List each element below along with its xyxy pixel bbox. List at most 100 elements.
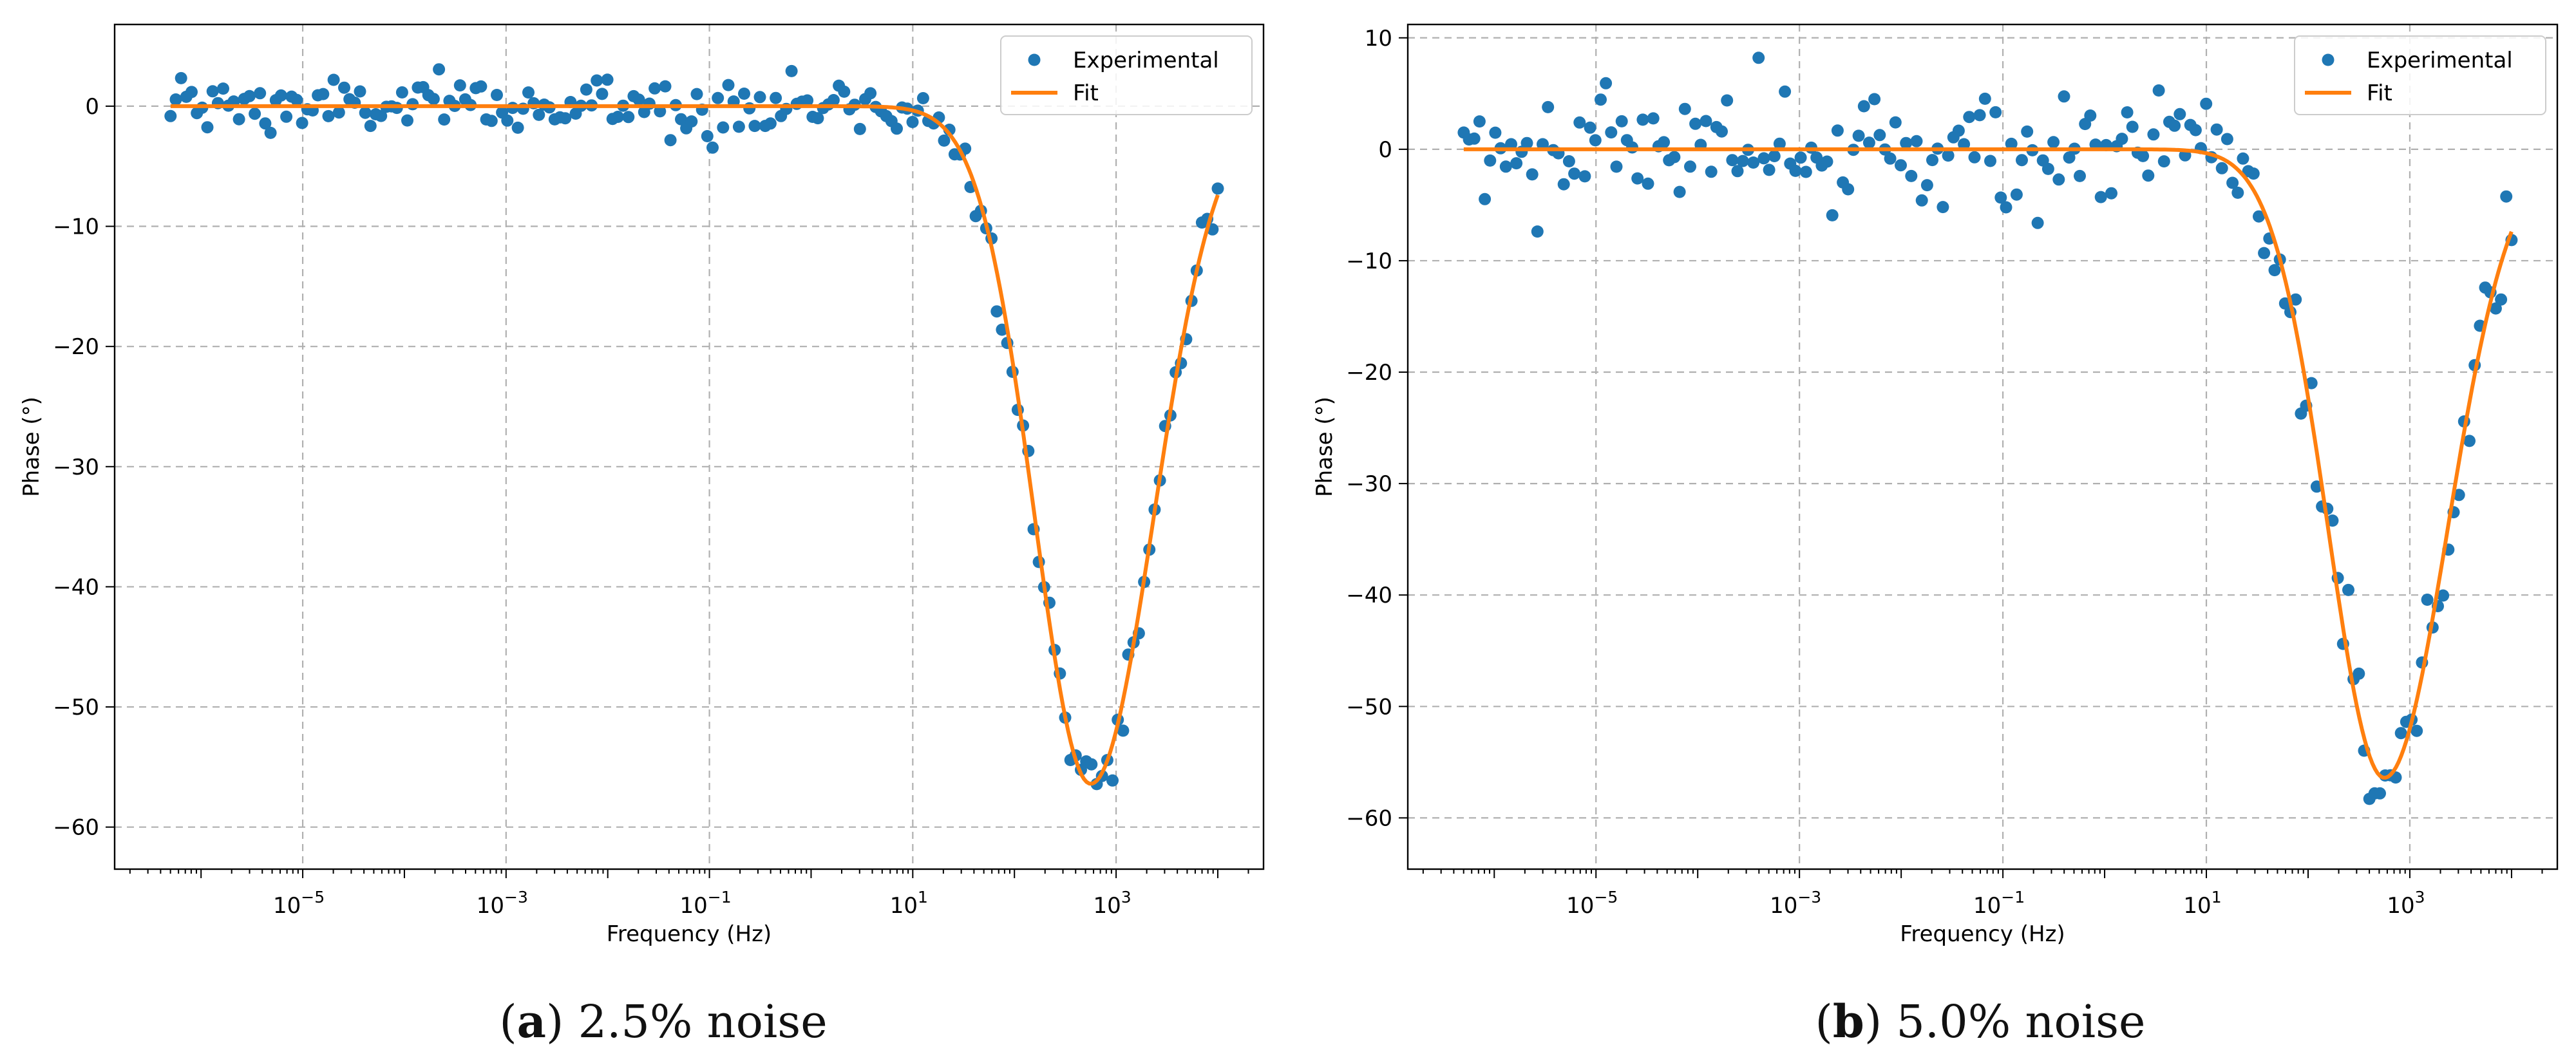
experimental-point-b (1915, 194, 1928, 207)
x-tick-label-base-b: 10 (1973, 893, 2001, 919)
experimental-point-b (2353, 667, 2365, 680)
experimental-point-b (1905, 169, 1918, 182)
experimental-point-b (1468, 132, 1481, 145)
experimental-point-a (738, 88, 750, 100)
experimental-point-b (2058, 90, 2070, 103)
plot-area-a (164, 63, 1224, 791)
experimental-point-a (354, 85, 366, 98)
experimental-point-b (1763, 164, 1776, 176)
experimental-point-b (2394, 727, 2407, 740)
x-tick-label-a: 10−1 (680, 888, 732, 919)
experimental-point-b (2152, 84, 2165, 97)
experimental-point-a (175, 71, 187, 84)
experimental-point-a (559, 112, 572, 125)
axes-frame-b (1406, 23, 2559, 870)
legend-box-a (1000, 35, 1253, 115)
x-tick-label-exponent-b: 1 (2211, 888, 2222, 906)
experimental-point-b (2116, 133, 2128, 146)
experimental-point-b (2063, 151, 2076, 164)
experimental-point-a (622, 111, 635, 124)
experimental-point-a (501, 114, 514, 127)
caption-b-text: 5.0% noise (1896, 995, 2146, 1048)
experimental-point-a (395, 86, 408, 99)
experimental-point-b (2094, 191, 2107, 203)
experimental-point-b (1779, 85, 1792, 98)
experimental-point-b (1952, 124, 1965, 137)
experimental-point-b (1857, 100, 1870, 113)
chart-panel-b: 10−5 10−3 10−1 101 103100−10−20−30−40−50−60F… (1312, 23, 2559, 947)
x-tick-label-a: 10−3 (477, 888, 528, 919)
experimental-point-b (1889, 116, 1902, 129)
x-tick-label-exponent-a: −1 (708, 888, 732, 906)
x-tick-label-exponent-b: −5 (1594, 888, 1618, 906)
legend-a: Experimental Fit (1000, 35, 1253, 115)
x-tick-label-exponent-b: −1 (2001, 888, 2025, 906)
x-tick-label-b: 10−5 (1566, 888, 1618, 919)
experimental-point-a (185, 86, 198, 99)
experimental-point-a (748, 120, 761, 133)
experimental-point-a (743, 102, 756, 115)
experimental-point-a (433, 63, 446, 76)
experimental-point-a (375, 109, 388, 122)
x-tick-label-exponent-b: 3 (2415, 888, 2425, 906)
x-tick-label-exponent-b: −3 (1797, 888, 1821, 906)
experimental-point-b (1831, 124, 1844, 137)
experimental-point-a (611, 111, 624, 123)
experimental-point-b (1473, 115, 1486, 128)
x-tick-label-base-b: 10 (2387, 893, 2414, 919)
experimental-point-b (1736, 155, 1749, 167)
axes-frame-a (113, 23, 1265, 870)
experimental-point-b (1557, 178, 1570, 191)
experimental-point-a (254, 87, 267, 100)
x-tick-label-base-a: 10 (890, 893, 918, 919)
legend-entry-fit-b: Fit (2367, 80, 2392, 106)
y-tick-label-b: −40 (1346, 583, 1392, 608)
y-tick-label-b: 10 (1365, 26, 1392, 52)
x-tick-label-base-a: 10 (477, 893, 504, 919)
experimental-point-b (1673, 185, 1686, 198)
y-tick-label-b: −50 (1346, 694, 1392, 720)
legend-entry-experimental-a: Experimental (1073, 48, 1219, 73)
experimental-point-b (2157, 155, 2170, 168)
y-tick-label-a: −60 (53, 815, 99, 841)
experimental-point-a (317, 88, 330, 100)
experimental-point-a (427, 93, 440, 106)
x-tick-label-exponent-a: 1 (918, 888, 928, 906)
experimental-point-b (1910, 135, 1923, 147)
experimental-point-a (722, 79, 735, 91)
y-tick-label-b: 0 (1378, 137, 1392, 163)
experimental-point-a (169, 93, 182, 106)
experimental-point-a (801, 94, 814, 107)
x-tick-label-exponent-a: 3 (1121, 888, 1132, 906)
experimental-point-b (1747, 156, 1760, 169)
x-tick-label-b: 103 (2387, 888, 2425, 919)
experimental-point-a (338, 81, 350, 94)
y-tick-label-b: −10 (1346, 249, 1392, 274)
grid-b (1408, 24, 2557, 869)
y-tick-label-a: −20 (53, 334, 99, 360)
experimental-point-a (364, 120, 377, 133)
experimental-point-b (1578, 170, 1591, 183)
legend-box-b (2294, 35, 2546, 115)
experimental-point-b (1884, 152, 1897, 165)
caption-a-text: 2.5% noise (578, 995, 828, 1048)
experimental-point-b (2189, 124, 2202, 136)
experimental-point-b (1726, 154, 1739, 167)
experimental-point-a (785, 64, 798, 77)
experimental-point-b (2010, 188, 2023, 201)
experimental-point-a (511, 121, 524, 134)
experimental-point-a (601, 73, 614, 86)
y-tick-label-a: −10 (53, 214, 99, 240)
x-tick-label-a: 103 (1093, 888, 1131, 919)
legend-entry-fit-a: Fit (1073, 80, 1099, 106)
experimental-point-b (1757, 152, 1770, 165)
experimental-point-a (811, 112, 824, 125)
experimental-point-b (1479, 192, 1492, 205)
y-tick-label-b: −20 (1346, 360, 1392, 386)
experimental-point-b (1531, 225, 1544, 238)
experimental-point-b (1768, 150, 1781, 162)
experimental-point-a (206, 85, 219, 98)
experimental-point-b (1852, 129, 1865, 142)
experimental-point-a (164, 109, 177, 122)
